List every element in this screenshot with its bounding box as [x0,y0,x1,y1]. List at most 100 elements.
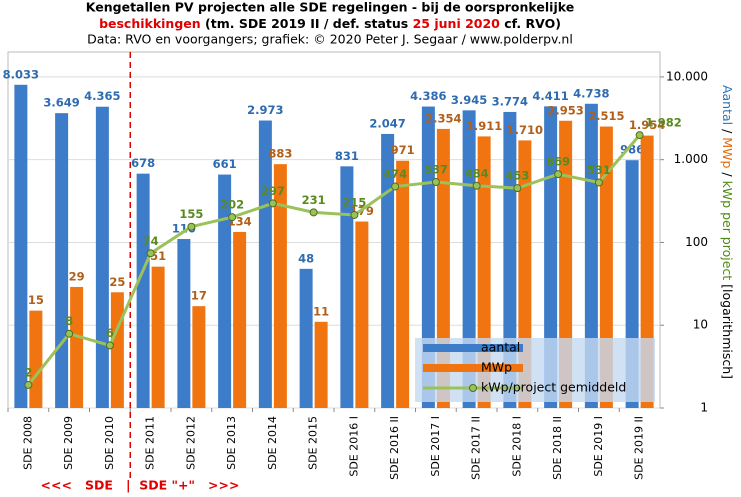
data-label: 297 [261,184,285,198]
bar [503,111,517,408]
data-label: 831 [335,149,359,163]
annotation: <<< SDE | SDE "+" >>> [41,478,240,493]
data-label: 669 [546,155,570,169]
data-label: 1.982 [645,116,681,130]
data-label: 883 [268,147,292,161]
data-label: 4.411 [532,89,568,103]
bar [273,164,287,408]
bar [381,133,395,408]
bar [192,306,206,408]
data-label: 678 [131,156,155,170]
line-marker [472,181,481,190]
x-tick-label: SDE 2018 II [551,416,564,480]
x-tick-label: SDE 2009 [62,416,75,470]
data-label: 1.710 [507,123,543,137]
data-label: 3.649 [43,96,79,110]
data-label: 15 [28,293,44,307]
bar [258,120,272,408]
title-part: 25 juni 2020 [413,16,501,31]
data-label: 17 [191,289,207,303]
legend-label: kWp/project gemiddeld [481,380,626,395]
y-label-part: [logarithmisch] [721,280,736,379]
y-label-part: Aantal [721,85,736,125]
data-label: 986 [620,143,644,157]
bar [544,106,558,408]
bar [599,126,613,408]
line-marker [350,210,359,219]
y-axis-label: Aantal / MWp / kWp per project [logarith… [721,85,736,379]
data-label: 11 [313,304,329,318]
title-part: (tm. SDE 2019 II / def. status [201,16,413,31]
bar [340,166,354,408]
data-label: 2.973 [247,103,283,117]
data-label: 4.386 [410,89,446,103]
bar [136,173,150,408]
bar [396,160,410,408]
legend-swatch [423,344,523,352]
bar [29,310,43,408]
data-label: 1.911 [466,119,502,133]
data-label: 3.945 [451,93,487,107]
line-marker [635,131,644,140]
line-marker [105,341,114,350]
data-label: 8 [65,314,73,328]
data-label: 2.047 [369,116,405,130]
data-label: 155 [179,207,203,221]
line-marker [268,199,277,208]
data-label: 531 [587,163,611,177]
bar [177,239,191,408]
bar [110,292,124,408]
data-label: 231 [302,193,326,207]
data-label: 2.953 [547,103,583,117]
chart-title: Kengetallen PV projecten alle SDE regeli… [86,0,574,15]
x-tick-label: SDE 2014 [266,416,279,470]
legend-marker [469,384,477,392]
line-marker [228,213,237,222]
bar [95,106,109,408]
line-marker [594,178,603,187]
line-marker [24,380,33,389]
x-tick-label: SDE 2013 [225,416,238,470]
data-label: 3.774 [492,94,528,108]
data-label: 453 [505,169,529,183]
data-label: 29 [69,269,85,283]
bar [233,231,247,408]
chart-subtitle: Data: RVO en voorgangers; grafiek: © 202… [87,32,573,47]
line-marker [309,208,318,217]
x-tick-label: SDE 2015 [307,416,320,470]
x-tick-label: SDE 2012 [184,416,197,470]
x-tick-label: SDE 2010 [103,416,116,470]
y-tick-label: 1.000 [674,152,708,166]
data-label: 48 [298,251,314,265]
bar [559,120,573,408]
x-tick-label: SDE 2017 II [470,416,483,480]
line-marker [146,249,155,258]
line-marker [391,182,400,191]
y-label-part: kWp per project [721,181,736,281]
x-tick-label: SDE 2011 [144,416,157,470]
y-tick-label: 1 [700,401,708,415]
bar [55,113,69,409]
data-label: 484 [465,166,489,180]
x-tick-label: SDE 2019 I [592,416,605,477]
y-tick-label: 100 [685,235,708,249]
title-part: beschikkingen [99,16,201,31]
chart-title-line2: beschikkingen (tm. SDE 2019 II / def. st… [99,16,561,31]
y-tick-label: 10 [693,318,708,332]
x-tick-label: SDE 2018 I [510,416,523,477]
bar [218,174,232,408]
title-part: cf. RVO) [500,16,561,31]
data-label: 661 [213,157,237,171]
data-label: 6 [106,326,114,340]
data-label: 2 [24,365,32,379]
data-label: 474 [383,167,407,181]
data-label: 4.365 [84,89,120,103]
line-marker [554,170,563,179]
data-label: 202 [220,198,244,212]
line-marker [513,184,522,193]
bar [299,268,313,408]
data-label: 971 [391,143,415,157]
legend-swatch [423,364,523,372]
line-marker [431,178,440,187]
bar [314,321,328,408]
